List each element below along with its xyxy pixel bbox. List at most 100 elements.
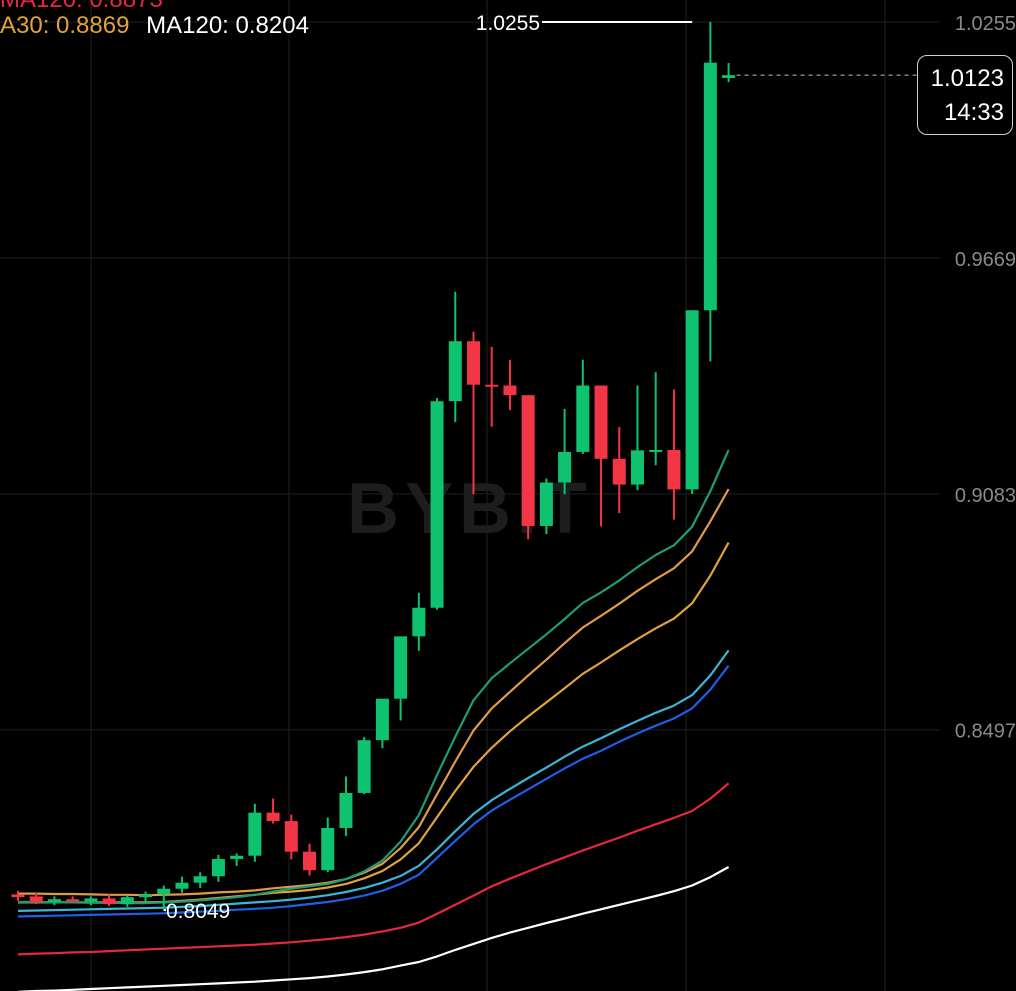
candle-body [175, 882, 189, 889]
candle[interactable] [84, 896, 98, 906]
ma120-top-legend: MA120: 0.8873 [0, 0, 163, 13]
y-tick-label: 0.9669 [955, 249, 1016, 271]
candle[interactable] [47, 896, 61, 906]
candle-body [412, 607, 426, 637]
candle[interactable] [412, 592, 426, 651]
candle[interactable] [667, 389, 681, 520]
ma30-legend: A30: 0.8869 [0, 12, 130, 39]
candle-body [47, 899, 61, 903]
candle-body [667, 449, 681, 490]
candle-body [66, 899, 80, 902]
ma-line [18, 449, 730, 905]
candle-body [11, 894, 25, 898]
candle[interactable] [448, 291, 462, 423]
candle[interactable] [503, 359, 517, 411]
candle[interactable] [612, 426, 626, 514]
y-tick-label: 0.8497 [955, 721, 1016, 743]
candle[interactable] [248, 803, 262, 862]
candle-body [503, 385, 517, 396]
candle-countdown: 14:33 [943, 99, 1004, 126]
ma-line [17, 866, 730, 991]
candle[interactable] [630, 385, 644, 491]
candle-body [394, 636, 408, 699]
candle-body [120, 897, 134, 905]
candle-body [139, 894, 153, 898]
current-price-value: 1.0123 [930, 65, 1004, 92]
candle-body [29, 896, 43, 903]
candle[interactable] [266, 798, 280, 824]
candle-body [248, 812, 262, 856]
candle[interactable] [193, 872, 207, 888]
candle[interactable] [649, 372, 663, 466]
candle-body [467, 341, 480, 385]
candle-body [485, 384, 499, 387]
ma-line [18, 541, 730, 904]
candle[interactable] [722, 63, 736, 82]
candle[interactable] [467, 331, 480, 495]
candle-body [303, 851, 317, 871]
candle-body [448, 341, 462, 402]
low-price-label: 0.8049 [166, 900, 230, 923]
candle-body [102, 898, 116, 905]
high-price-label: 1.0255 [476, 12, 540, 35]
candle-body [266, 812, 280, 822]
candle[interactable] [594, 385, 608, 527]
candle[interactable] [157, 885, 171, 911]
candle[interactable] [539, 478, 553, 535]
candle[interactable] [558, 408, 572, 495]
candle-body [630, 450, 644, 485]
candle[interactable] [685, 310, 699, 494]
ma-line [17, 782, 730, 956]
candle[interactable] [102, 894, 116, 907]
candle[interactable] [139, 891, 153, 902]
candle-body [284, 821, 298, 852]
candle[interactable] [521, 395, 535, 540]
candle-body [722, 75, 736, 78]
y-tick-label: 0.9083 [955, 485, 1016, 507]
candle[interactable] [339, 776, 353, 837]
candle-body [576, 385, 590, 452]
candle[interactable] [375, 698, 389, 749]
candle[interactable] [120, 895, 134, 907]
candle[interactable] [303, 843, 317, 876]
candle[interactable] [230, 853, 244, 866]
bybit-watermark: BYBIT [347, 469, 593, 549]
moving-average-lines [17, 449, 730, 991]
candle-body [193, 876, 207, 883]
ma-line [17, 649, 730, 912]
candle-body [375, 698, 389, 741]
candle[interactable] [576, 359, 590, 454]
candle[interactable] [703, 22, 717, 362]
ma-legend: A30: 0.8869 MA120: 0.8204 [0, 12, 319, 40]
candle[interactable] [284, 814, 298, 860]
candle-body [211, 858, 225, 877]
candle[interactable] [175, 876, 189, 893]
candle[interactable] [321, 817, 335, 873]
candle-body [84, 898, 98, 902]
candle[interactable] [211, 854, 225, 882]
candle-body [703, 62, 717, 311]
candle-body [521, 395, 535, 527]
candles[interactable] [11, 22, 736, 911]
candle-body [321, 827, 335, 871]
candle[interactable] [11, 890, 25, 901]
candle[interactable] [485, 346, 499, 427]
ma-line [18, 488, 730, 897]
candle[interactable] [357, 736, 371, 795]
candle[interactable] [394, 636, 408, 721]
candle-body [558, 451, 572, 483]
candle[interactable] [29, 892, 43, 905]
ma-line [17, 665, 730, 918]
candle-body [594, 385, 608, 459]
candle-body [685, 310, 699, 490]
price-axis: 1.0255 0.9669 0.9083 0.8497 [955, 13, 1016, 743]
candle[interactable] [430, 398, 444, 610]
candle-body [157, 888, 171, 895]
candle[interactable] [66, 896, 80, 903]
candle-body [430, 401, 444, 608]
candle-body [612, 458, 626, 485]
candle-body [649, 449, 663, 452]
current-price-tag[interactable]: 1.0123 14:33 [917, 55, 1013, 135]
ma120-legend: MA120: 0.8204 [146, 12, 309, 39]
